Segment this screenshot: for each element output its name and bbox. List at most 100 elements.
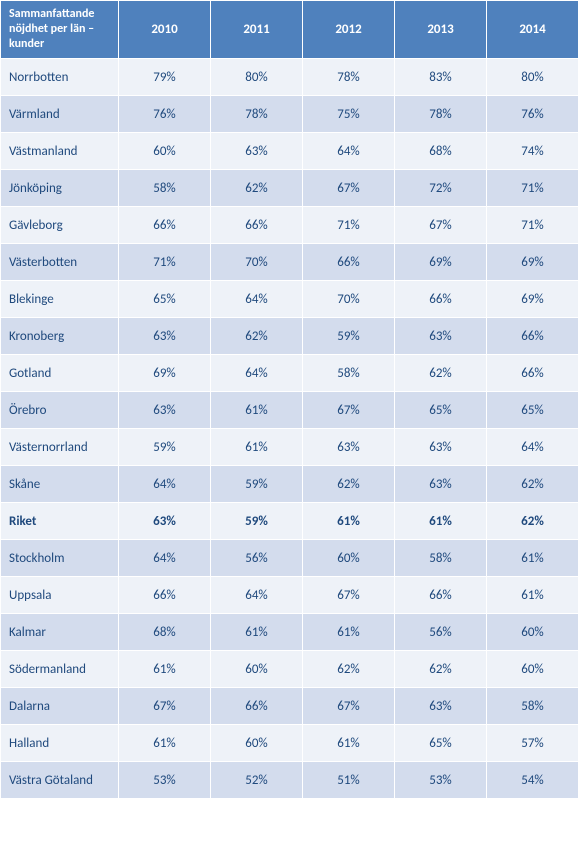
row-value: 63% [211, 133, 303, 170]
row-value: 61% [395, 503, 487, 540]
header-year: 2010 [119, 1, 211, 59]
row-value: 69% [487, 281, 578, 318]
row-value: 58% [487, 688, 578, 725]
header-year: 2014 [487, 1, 578, 59]
row-value: 78% [211, 96, 303, 133]
table-row: Västernorrland59%61%63%63%64% [1, 429, 578, 466]
row-value: 54% [487, 762, 578, 799]
row-value: 63% [395, 466, 487, 503]
row-value: 69% [487, 244, 578, 281]
row-value: 66% [395, 281, 487, 318]
row-value: 62% [395, 651, 487, 688]
row-value: 67% [303, 170, 395, 207]
row-value: 65% [487, 392, 578, 429]
table-row: Gävleborg66%66%71%67%71% [1, 207, 578, 244]
row-value: 69% [395, 244, 487, 281]
row-value: 66% [211, 207, 303, 244]
row-value: 53% [395, 762, 487, 799]
row-value: 66% [487, 355, 578, 392]
table-row: Kronoberg63%62%59%63%66% [1, 318, 578, 355]
table-row: Värmland76%78%75%78%76% [1, 96, 578, 133]
table-row: Västra Götaland53%52%51%53%54% [1, 762, 578, 799]
row-value: 66% [211, 688, 303, 725]
row-name: Gotland [1, 355, 119, 392]
row-value: 56% [211, 540, 303, 577]
row-value: 61% [303, 503, 395, 540]
row-name: Jönköping [1, 170, 119, 207]
row-value: 61% [303, 614, 395, 651]
row-value: 67% [395, 207, 487, 244]
header-year: 2013 [395, 1, 487, 59]
row-value: 68% [119, 614, 211, 651]
row-value: 61% [211, 614, 303, 651]
row-value: 57% [487, 725, 578, 762]
row-name: Riket [1, 503, 119, 540]
row-value: 59% [303, 318, 395, 355]
row-value: 64% [211, 355, 303, 392]
row-value: 65% [119, 281, 211, 318]
table-row: Dalarna67%66%67%63%58% [1, 688, 578, 725]
row-value: 61% [211, 429, 303, 466]
row-value: 80% [211, 59, 303, 96]
row-name: Kalmar [1, 614, 119, 651]
row-value: 64% [119, 466, 211, 503]
row-value: 66% [303, 244, 395, 281]
row-name: Norrbotten [1, 59, 119, 96]
row-value: 78% [395, 96, 487, 133]
row-value: 59% [119, 429, 211, 466]
row-value: 75% [303, 96, 395, 133]
row-value: 62% [303, 466, 395, 503]
row-name: Örebro [1, 392, 119, 429]
row-value: 60% [211, 651, 303, 688]
row-name: Skåne [1, 466, 119, 503]
row-value: 76% [487, 96, 578, 133]
row-name: Dalarna [1, 688, 119, 725]
row-value: 53% [119, 762, 211, 799]
table-row: Norrbotten79%80%78%83%80% [1, 59, 578, 96]
table-row: Blekinge65%64%70%66%69% [1, 281, 578, 318]
satisfaction-table: Sammanfattande nöjdhet per län – kunder … [0, 0, 578, 799]
row-value: 63% [119, 503, 211, 540]
row-value: 67% [303, 392, 395, 429]
row-value: 51% [303, 762, 395, 799]
row-name: Halland [1, 725, 119, 762]
row-value: 63% [395, 429, 487, 466]
table-row: Gotland69%64%58%62%66% [1, 355, 578, 392]
row-value: 63% [119, 318, 211, 355]
row-value: 62% [395, 355, 487, 392]
row-name: Värmland [1, 96, 119, 133]
row-value: 63% [395, 318, 487, 355]
row-name: Kronoberg [1, 318, 119, 355]
table-row: Västerbotten71%70%66%69%69% [1, 244, 578, 281]
row-value: 59% [211, 466, 303, 503]
table-header-row: Sammanfattande nöjdhet per län – kunder … [1, 1, 578, 59]
row-name: Västerbotten [1, 244, 119, 281]
row-value: 62% [211, 170, 303, 207]
table-row: Halland61%60%61%65%57% [1, 725, 578, 762]
row-value: 62% [303, 651, 395, 688]
row-name: Västernorrland [1, 429, 119, 466]
row-name: Södermanland [1, 651, 119, 688]
row-value: 61% [487, 577, 578, 614]
row-value: 68% [395, 133, 487, 170]
row-value: 67% [119, 688, 211, 725]
row-value: 60% [303, 540, 395, 577]
row-value: 70% [211, 244, 303, 281]
header-year: 2011 [211, 1, 303, 59]
satisfaction-table-container: Sammanfattande nöjdhet per län – kunder … [0, 0, 578, 799]
row-value: 72% [395, 170, 487, 207]
row-value: 52% [211, 762, 303, 799]
row-value: 66% [119, 207, 211, 244]
row-value: 66% [119, 577, 211, 614]
table-row: Skåne64%59%62%63%62% [1, 466, 578, 503]
row-value: 65% [395, 392, 487, 429]
row-value: 64% [211, 577, 303, 614]
row-value: 64% [211, 281, 303, 318]
row-value: 61% [119, 725, 211, 762]
row-value: 61% [119, 651, 211, 688]
row-value: 61% [487, 540, 578, 577]
table-row: Uppsala66%64%67%66%61% [1, 577, 578, 614]
table-row: Kalmar68%61%61%56%60% [1, 614, 578, 651]
row-value: 69% [119, 355, 211, 392]
row-value: 65% [395, 725, 487, 762]
